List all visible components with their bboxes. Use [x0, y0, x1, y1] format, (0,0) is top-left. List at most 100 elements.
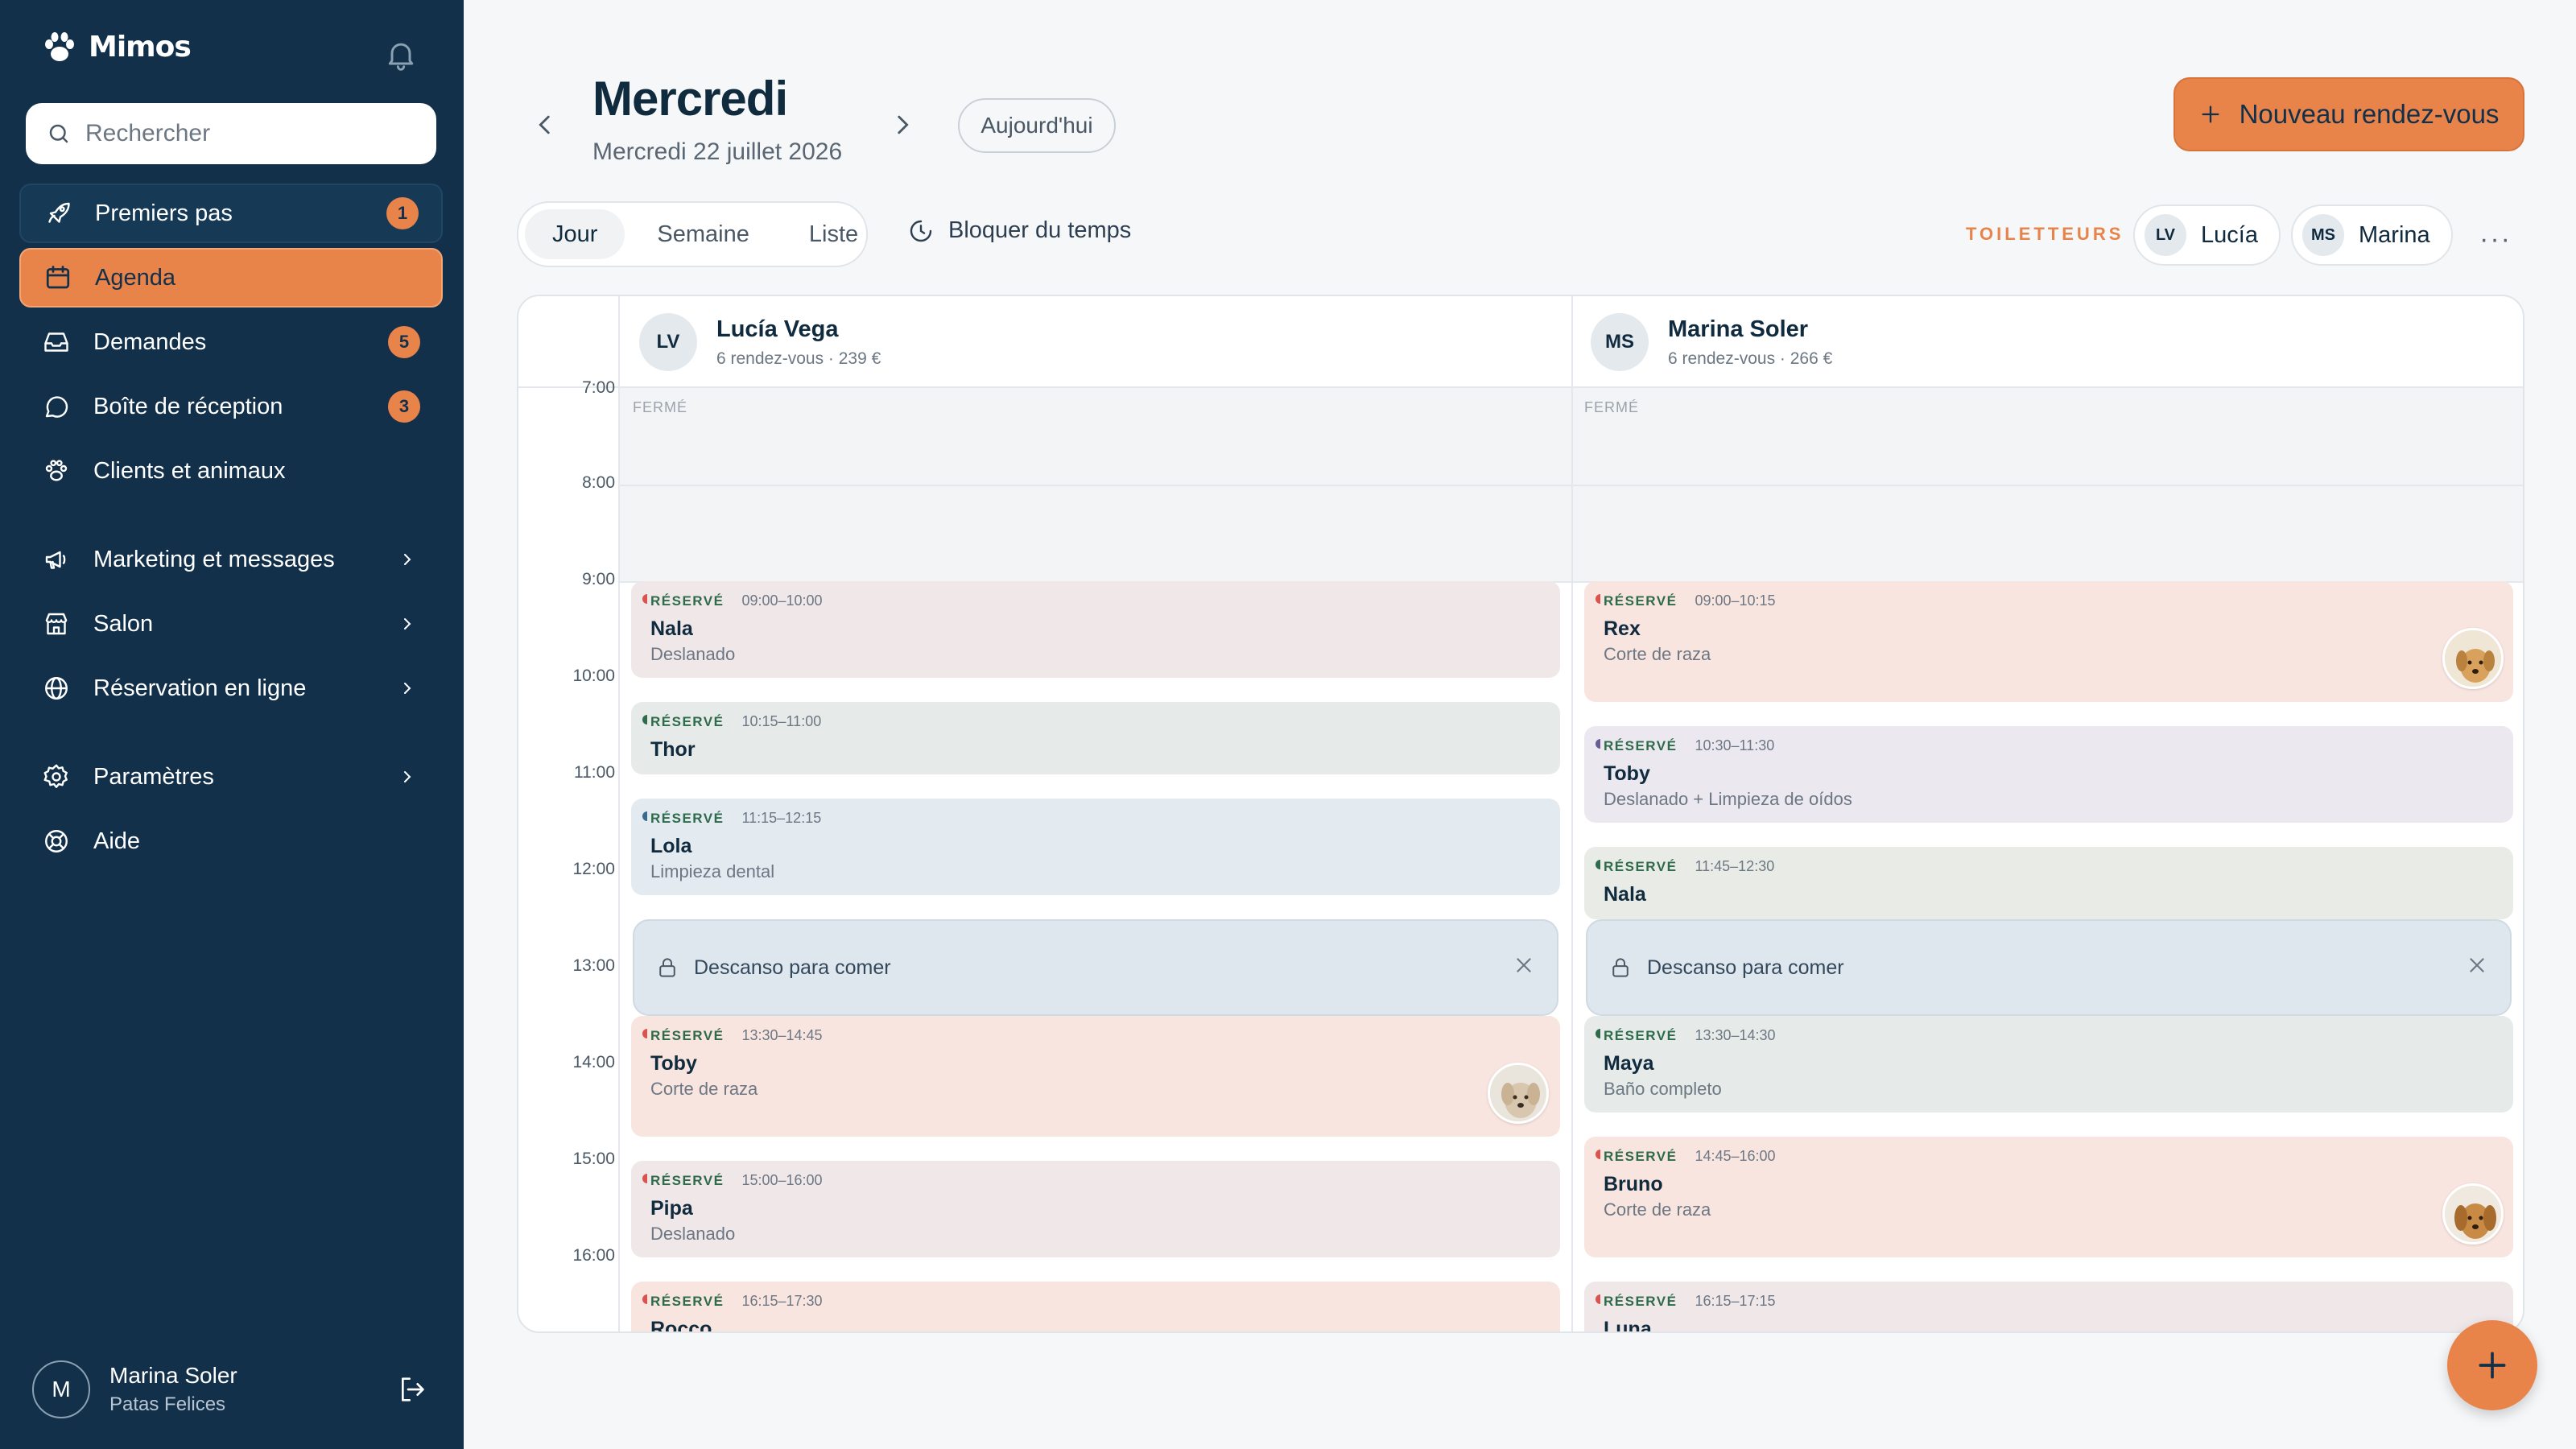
search-box[interactable] — [26, 103, 436, 164]
time-label: 12:00 — [572, 860, 615, 878]
search-input[interactable] — [85, 120, 407, 147]
pet-photo — [2442, 628, 2504, 689]
lock-icon — [659, 958, 675, 977]
tab-jour[interactable]: Jour — [525, 209, 625, 259]
appointment-card[interactable]: RÉSERVÉ 11:45–12:30 Nala — [1584, 847, 2513, 919]
chevron-right-icon — [404, 618, 411, 630]
groomer-chip-marina[interactable]: MS Marina — [2291, 204, 2453, 266]
pet-name: Toby — [1604, 762, 1650, 785]
block-time-button[interactable]: Bloquer du temps — [908, 217, 1131, 244]
column-header-marina: MS Marina Soler 6 rendez-vous · 266 € — [1591, 296, 1832, 388]
status-dot — [642, 715, 647, 724]
today-button[interactable]: Aujourd'hui — [958, 98, 1116, 153]
sidebar-item-label: Marketing et messages — [93, 546, 335, 572]
sidebar-item-demandes[interactable]: Demandes 5 — [19, 312, 443, 372]
groomers-label: TOILETTEURS — [1966, 224, 2124, 244]
service-name: Corte de raza — [1604, 1199, 1711, 1220]
column-divider — [1571, 296, 1573, 1331]
pet-name: Toby — [650, 1052, 697, 1075]
floating-add-button[interactable] — [2447, 1320, 2537, 1410]
hour-line — [620, 581, 2523, 583]
service-name: Corte de raza — [1604, 644, 1711, 664]
time-label: 16:00 — [572, 1246, 615, 1265]
user-profile[interactable]: M Marina Soler Patas Felices — [32, 1360, 237, 1418]
user-name: Marina Soler — [109, 1363, 237, 1388]
sidebar-item-aide[interactable]: Aide — [19, 811, 443, 871]
sidebar-item-reservation[interactable]: Réservation en ligne — [19, 658, 443, 718]
sidebar-item-marketing[interactable]: Marketing et messages — [19, 530, 443, 589]
appointment-card[interactable]: RÉSERVÉ 11:15–12:15 Lola Limpieza dental — [631, 799, 1560, 895]
logout-icon[interactable] — [396, 1373, 428, 1406]
day-calendar: LV Lucía Vega 6 rendez-vous · 239 € MS M… — [517, 295, 2524, 1333]
status-dot — [1596, 594, 1600, 604]
service-name: Deslanado — [650, 644, 736, 664]
tab-semaine[interactable]: Semaine — [657, 221, 749, 247]
groomer-chip-lucia[interactable]: LV Lucía — [2133, 204, 2281, 266]
hour-line — [620, 485, 2523, 486]
appointment-card[interactable]: RÉSERVÉ 09:00–10:15 Rex Corte de raza — [1584, 581, 2513, 702]
sidebar-item-label: Boîte de réception — [93, 393, 283, 419]
app-logo[interactable]: Mimos — [42, 31, 192, 64]
status-badge: RÉSERVÉ — [1604, 858, 1678, 874]
dog-avatar-icon — [2445, 630, 2501, 687]
time-label: 11:00 — [574, 763, 615, 782]
service-name: Deslanado + Limpieza de oídos — [1604, 789, 1852, 809]
close-icon[interactable] — [1513, 955, 1534, 976]
sidebar-item-label: Salon — [93, 610, 154, 637]
lunch-break-block[interactable]: Descanso para comer — [633, 919, 1558, 1016]
close-icon[interactable] — [2467, 955, 2487, 976]
sidebar-item-parametres[interactable]: Paramètres — [19, 747, 443, 807]
service-name: Deslanado — [650, 1224, 736, 1244]
calendar-icon — [42, 262, 74, 294]
dog-avatar-icon — [2445, 1186, 2501, 1242]
new-appointment-button[interactable]: Nouveau rendez-vous — [2174, 77, 2524, 151]
sidebar-item-clients[interactable]: Clients et animaux — [19, 441, 443, 501]
plus-icon — [2479, 1352, 2506, 1379]
appointment-card[interactable]: RÉSERVÉ 10:15–11:00 Thor — [631, 702, 1560, 774]
appointment-card[interactable]: RÉSERVÉ 16:15–17:30 Rocco — [631, 1282, 1560, 1331]
more-options-icon[interactable]: ··· — [2479, 224, 2512, 254]
break-label: Descanso para comer — [694, 956, 891, 979]
appointment-time: 09:00–10:00 — [741, 592, 823, 609]
sidebar-item-boite-de-reception[interactable]: Boîte de réception 3 — [19, 377, 443, 436]
avatar: MS — [1591, 313, 1649, 371]
groomer-name: Lucía Vega — [716, 316, 839, 342]
sidebar-item-agenda[interactable]: Agenda — [19, 248, 443, 308]
moon-clock-icon — [910, 220, 932, 242]
lunch-break-block[interactable]: Descanso para comer — [1586, 919, 2512, 1016]
appointment-time: 09:00–10:15 — [1695, 592, 1776, 609]
sidebar-item-salon[interactable]: Salon — [19, 594, 443, 654]
status-dot — [1596, 1294, 1600, 1304]
avatar: M — [32, 1360, 90, 1418]
appointment-card[interactable]: RÉSERVÉ 13:30–14:45 Toby Corte de raza — [631, 1016, 1560, 1137]
appointment-card[interactable]: RÉSERVÉ 16:15–17:15 Luna — [1584, 1282, 2513, 1331]
appointment-time: 11:15–12:15 — [741, 810, 822, 826]
bell-icon[interactable] — [383, 37, 419, 72]
appointment-card[interactable]: RÉSERVÉ 10:30–11:30 Toby Deslanado + Limp… — [1584, 726, 2513, 823]
lifebuoy-icon — [40, 825, 72, 857]
sidebar-item-label: Clients et animaux — [93, 457, 286, 484]
pet-name: Bruno — [1604, 1173, 1663, 1195]
previous-day-arrow[interactable] — [531, 111, 559, 138]
dog-avatar-icon — [1490, 1065, 1546, 1121]
appointment-time: 13:30–14:45 — [741, 1027, 823, 1043]
break-label: Descanso para comer — [1647, 956, 1844, 979]
sidebar-item-label: Premiers pas — [95, 200, 233, 226]
status-dot — [642, 1029, 647, 1038]
sidebar-item-premiers-pas[interactable]: Premiers pas 1 — [19, 184, 443, 243]
appointment-time: 14:45–16:00 — [1695, 1148, 1776, 1164]
appointment-card[interactable]: RÉSERVÉ 13:30–14:30 Maya Baño completo — [1584, 1016, 2513, 1113]
view-switcher: Jour Semaine Liste — [517, 201, 868, 267]
service-name: Corte de raza — [650, 1079, 758, 1099]
next-day-arrow[interactable] — [889, 111, 916, 138]
sidebar-item-label: Paramètres — [93, 763, 214, 790]
plus-icon — [2202, 105, 2219, 123]
appointment-card[interactable]: RÉSERVÉ 09:00–10:00 Nala Deslanado — [631, 581, 1560, 678]
appointment-card[interactable]: RÉSERVÉ 14:45–16:00 Bruno Corte de raza — [1584, 1137, 2513, 1257]
globe-icon — [40, 672, 72, 704]
sidebar-item-label: Réservation en ligne — [93, 675, 307, 701]
appointment-card[interactable]: RÉSERVÉ 15:00–16:00 Pipa Deslanado — [631, 1161, 1560, 1257]
service-name: Baño completo — [1604, 1079, 1722, 1099]
block-time-label: Bloquer du temps — [948, 217, 1132, 243]
tab-liste[interactable]: Liste — [808, 221, 859, 247]
